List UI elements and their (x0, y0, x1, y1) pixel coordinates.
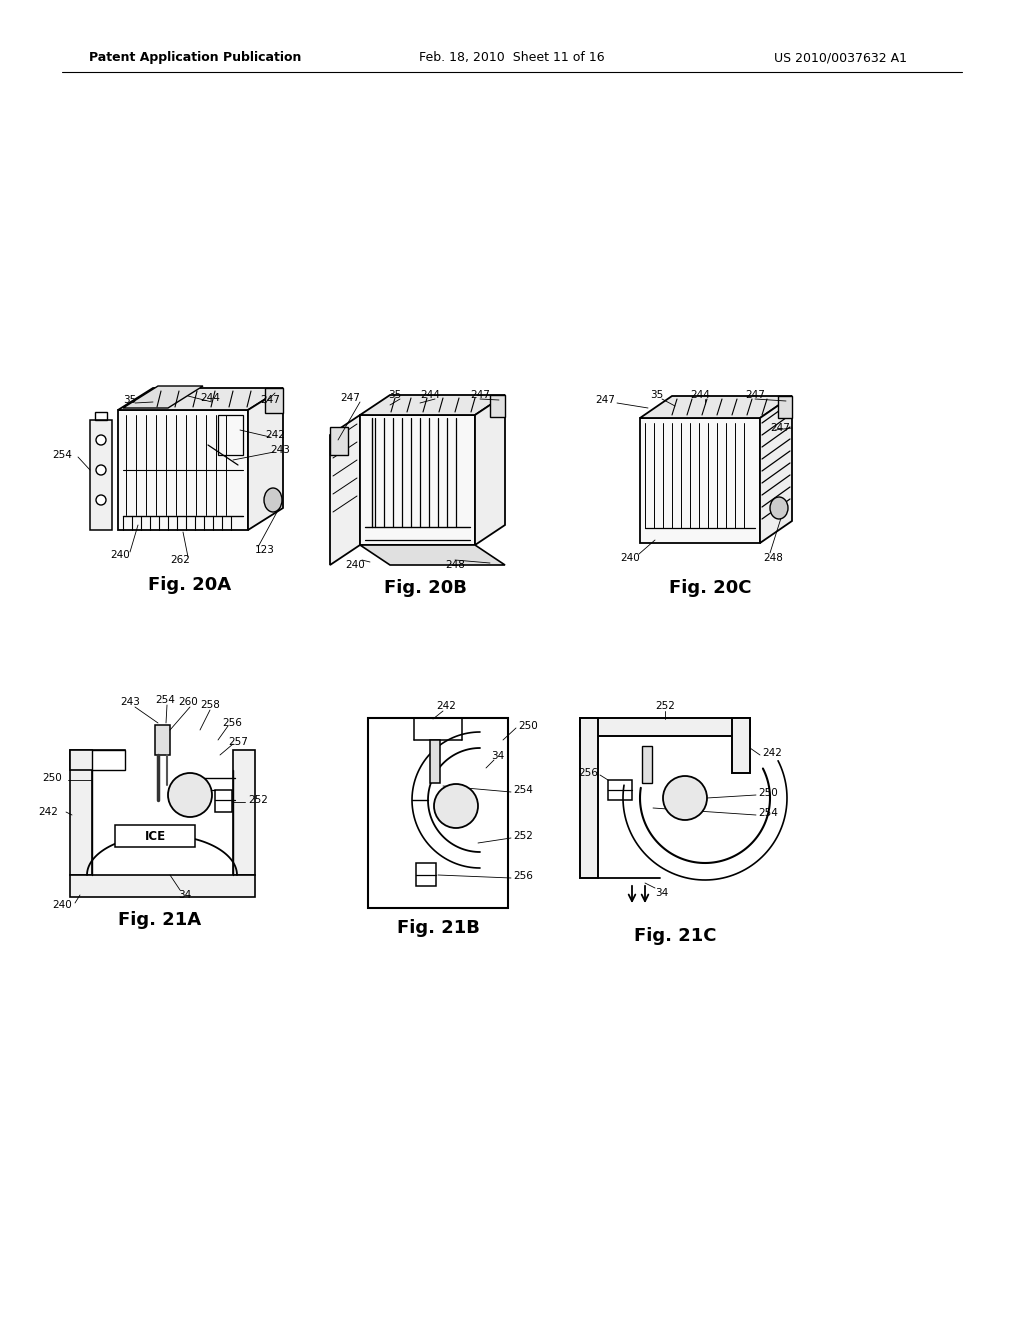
Text: 34: 34 (655, 888, 669, 898)
Text: Fig. 21C: Fig. 21C (634, 927, 716, 945)
Text: 35: 35 (388, 389, 401, 400)
Text: 244: 244 (200, 393, 220, 403)
Polygon shape (475, 395, 505, 545)
Polygon shape (70, 750, 125, 770)
Text: 254: 254 (155, 696, 175, 705)
Text: 258: 258 (200, 700, 220, 710)
Text: 256: 256 (222, 718, 242, 729)
Polygon shape (215, 789, 232, 812)
Bar (115, 825, 195, 847)
Polygon shape (233, 750, 255, 875)
Text: 244: 244 (690, 389, 710, 400)
Polygon shape (360, 414, 475, 545)
Text: 240: 240 (621, 553, 640, 564)
Text: 240: 240 (111, 550, 130, 560)
Text: Fig. 20C: Fig. 20C (669, 579, 752, 597)
Polygon shape (92, 750, 125, 770)
Polygon shape (90, 420, 112, 531)
Text: Fig. 20A: Fig. 20A (148, 576, 231, 594)
Circle shape (96, 436, 106, 445)
Text: 254: 254 (758, 808, 778, 818)
Text: 247: 247 (770, 422, 790, 433)
Text: 240: 240 (345, 560, 365, 570)
Text: ICE: ICE (144, 829, 166, 842)
Polygon shape (732, 718, 750, 774)
Polygon shape (360, 395, 505, 414)
Text: Patent Application Publication: Patent Application Publication (89, 51, 301, 65)
Text: 35: 35 (123, 395, 136, 405)
Text: 254: 254 (52, 450, 72, 459)
Text: 247: 247 (340, 393, 360, 403)
Text: 248: 248 (445, 560, 465, 570)
Text: 260: 260 (178, 697, 198, 708)
Text: 254: 254 (513, 785, 532, 795)
Text: 34: 34 (492, 751, 505, 762)
Polygon shape (330, 426, 348, 455)
Polygon shape (70, 875, 255, 898)
Polygon shape (118, 388, 283, 411)
Text: 257: 257 (228, 737, 248, 747)
Text: 242: 242 (436, 701, 456, 711)
Polygon shape (640, 418, 760, 543)
Text: US 2010/0037632 A1: US 2010/0037632 A1 (773, 51, 906, 65)
Polygon shape (640, 396, 792, 418)
Polygon shape (360, 545, 505, 565)
Text: 35: 35 (650, 389, 664, 400)
Ellipse shape (770, 498, 788, 519)
Text: Fig. 20B: Fig. 20B (384, 579, 467, 597)
Polygon shape (123, 385, 203, 408)
Circle shape (96, 465, 106, 475)
Polygon shape (642, 746, 652, 783)
Text: 247: 247 (470, 389, 489, 400)
Polygon shape (430, 741, 440, 783)
Text: 34: 34 (178, 890, 191, 900)
Text: 256: 256 (579, 768, 598, 777)
Circle shape (96, 495, 106, 506)
Polygon shape (265, 388, 283, 413)
Text: Feb. 18, 2010  Sheet 11 of 16: Feb. 18, 2010 Sheet 11 of 16 (419, 51, 605, 65)
Text: 243: 243 (270, 445, 290, 455)
Ellipse shape (264, 488, 282, 512)
Text: 256: 256 (513, 871, 532, 880)
Polygon shape (330, 414, 360, 565)
Polygon shape (155, 725, 170, 755)
Polygon shape (118, 411, 248, 531)
Circle shape (168, 774, 212, 817)
Text: 248: 248 (763, 553, 783, 564)
Text: 252: 252 (248, 795, 268, 805)
Text: 244: 244 (420, 389, 440, 400)
Polygon shape (248, 388, 283, 531)
Text: 250: 250 (758, 788, 778, 799)
Polygon shape (70, 750, 92, 875)
Polygon shape (760, 396, 792, 543)
Polygon shape (490, 395, 505, 417)
Text: 243: 243 (120, 697, 140, 708)
Polygon shape (580, 718, 750, 737)
Text: Fig. 21A: Fig. 21A (119, 911, 202, 929)
Text: 247: 247 (260, 395, 280, 405)
Text: 247: 247 (745, 389, 765, 400)
Text: 242: 242 (38, 807, 58, 817)
Text: 240: 240 (52, 900, 72, 909)
Text: 252: 252 (513, 832, 532, 841)
Text: 250: 250 (518, 721, 538, 731)
Text: 123: 123 (255, 545, 274, 554)
Circle shape (663, 776, 707, 820)
Text: 262: 262 (170, 554, 189, 565)
Polygon shape (778, 396, 792, 418)
Circle shape (434, 784, 478, 828)
Text: 250: 250 (42, 774, 62, 783)
Text: 242: 242 (762, 748, 782, 758)
Text: 242: 242 (265, 430, 285, 440)
Text: Fig. 21B: Fig. 21B (396, 919, 479, 937)
Polygon shape (580, 718, 598, 878)
Text: 252: 252 (655, 701, 675, 711)
Text: 247: 247 (595, 395, 615, 405)
